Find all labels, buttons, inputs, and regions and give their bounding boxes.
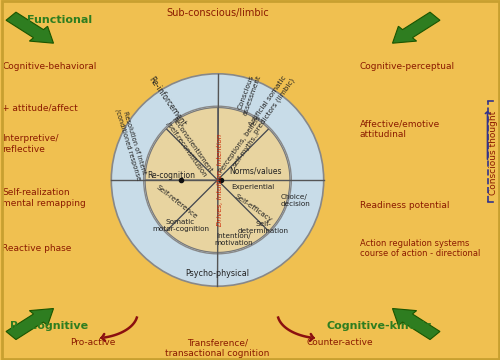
Text: Counter-active: Counter-active bbox=[306, 338, 374, 347]
Text: Norms/values: Norms/values bbox=[230, 167, 282, 176]
Polygon shape bbox=[218, 108, 268, 180]
Polygon shape bbox=[166, 108, 218, 180]
Text: Self-reference: Self-reference bbox=[155, 184, 198, 220]
Text: Re-cognitive: Re-cognitive bbox=[10, 321, 88, 331]
Text: Self-efficacy: Self-efficacy bbox=[233, 193, 272, 223]
Polygon shape bbox=[218, 129, 290, 231]
Polygon shape bbox=[6, 309, 54, 339]
Polygon shape bbox=[145, 129, 218, 180]
Text: Conscious
assessment: Conscious assessment bbox=[236, 72, 262, 116]
Text: Experiential: Experiential bbox=[232, 184, 274, 190]
Text: Artificial somatic
predictors (limbic): Artificial somatic predictors (limbic) bbox=[246, 73, 296, 135]
Text: Cognitive-kinetic: Cognitive-kinetic bbox=[327, 321, 432, 331]
Polygon shape bbox=[218, 180, 268, 252]
Text: Drives, Intuition, Intention: Drives, Intuition, Intention bbox=[216, 134, 223, 226]
Polygon shape bbox=[218, 129, 290, 231]
Text: Reactive phase: Reactive phase bbox=[2, 244, 72, 253]
Text: Transference/
transactional cognition: Transference/ transactional cognition bbox=[166, 339, 270, 358]
Text: Reconscientisment
/self-reconstitution: Reconscientisment /self-reconstitution bbox=[165, 116, 214, 177]
Text: Readiness potential: Readiness potential bbox=[360, 201, 450, 210]
Polygon shape bbox=[166, 180, 218, 252]
Text: Functional: Functional bbox=[28, 15, 92, 25]
Polygon shape bbox=[145, 129, 218, 180]
Polygon shape bbox=[166, 180, 218, 252]
Text: Interpretive/
reflective: Interpretive/ reflective bbox=[2, 134, 59, 154]
Polygon shape bbox=[6, 12, 54, 43]
Text: Self-realization
mental remapping: Self-realization mental remapping bbox=[2, 188, 86, 208]
Polygon shape bbox=[166, 108, 218, 180]
Text: Action regulation systems
course of action - directional: Action regulation systems course of acti… bbox=[360, 239, 480, 258]
Text: Conscious thought: Conscious thought bbox=[490, 111, 498, 195]
Text: Pro-active: Pro-active bbox=[70, 338, 115, 347]
Text: Cognitive-perceptual: Cognitive-perceptual bbox=[360, 62, 455, 71]
Polygon shape bbox=[218, 108, 268, 180]
Ellipse shape bbox=[112, 74, 324, 286]
Text: Affective/emotive
attitudinal: Affective/emotive attitudinal bbox=[360, 120, 440, 139]
Polygon shape bbox=[392, 309, 440, 339]
Text: Cognitive-behavioral: Cognitive-behavioral bbox=[2, 62, 97, 71]
Text: Perceptions, beliefs
self-myths...: Perceptions, beliefs self-myths... bbox=[218, 115, 268, 178]
Text: Intention/
motivation: Intention/ motivation bbox=[214, 233, 253, 246]
Text: Self-
determination: Self- determination bbox=[238, 221, 289, 234]
Text: Somatic
motor-cognition: Somatic motor-cognition bbox=[152, 219, 209, 232]
Polygon shape bbox=[218, 180, 268, 252]
Text: Psycho-physical: Psycho-physical bbox=[186, 269, 250, 278]
Polygon shape bbox=[145, 180, 218, 231]
Text: Re-cognition: Re-cognition bbox=[148, 171, 196, 180]
Text: Re-inforcement: Re-inforcement bbox=[146, 75, 188, 129]
Text: Resolution of intent
/conditioned response: Resolution of intent /conditioned respon… bbox=[114, 106, 148, 181]
Polygon shape bbox=[145, 180, 218, 231]
Text: Choice/
decision: Choice/ decision bbox=[280, 194, 310, 207]
Polygon shape bbox=[392, 12, 440, 43]
Text: + attitude/affect: + attitude/affect bbox=[2, 104, 78, 112]
Text: Sub-conscious/limbic: Sub-conscious/limbic bbox=[166, 8, 269, 18]
